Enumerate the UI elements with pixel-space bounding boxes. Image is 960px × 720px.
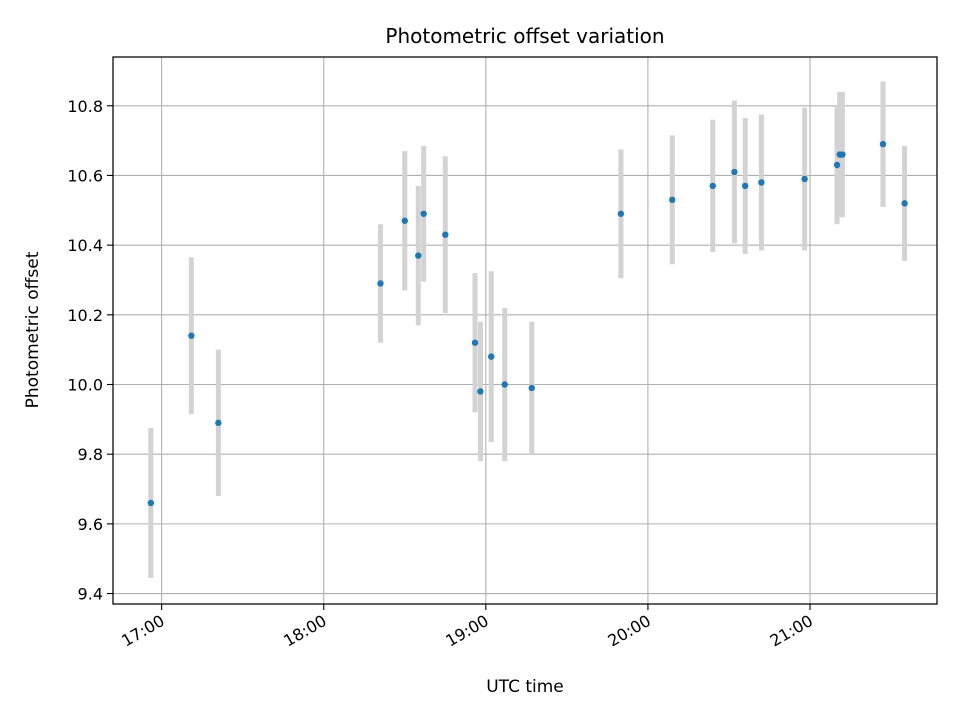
y-tick-label: 9.6	[78, 515, 103, 534]
x-tick-label: 20:00	[604, 611, 653, 651]
error-bars	[148, 81, 908, 578]
data-point	[420, 210, 427, 217]
data-point	[839, 151, 846, 158]
y-tick-label: 9.8	[78, 445, 103, 464]
x-tick-label: 21:00	[767, 611, 816, 651]
data-point	[528, 384, 535, 392]
x-axis-ticks: 17:00 18:00 19:00 20:00 21:00	[118, 604, 816, 651]
data-point	[147, 499, 155, 507]
y-axis-title: Photometric offset	[23, 251, 43, 408]
data-point	[709, 182, 716, 190]
y-tick-label: 10.4	[67, 236, 103, 255]
y-tick-label: 10.2	[67, 306, 103, 325]
x-tick-label: 19:00	[442, 611, 491, 651]
y-tick-label: 9.4	[78, 585, 103, 604]
data-point	[833, 161, 841, 169]
data-point	[501, 381, 508, 388]
data-point	[215, 419, 222, 427]
data-points	[147, 140, 908, 507]
data-point	[669, 196, 676, 204]
data-point	[801, 175, 808, 183]
data-point	[471, 339, 479, 346]
data-point	[731, 168, 738, 176]
data-point	[758, 179, 765, 186]
y-axis-ticks: 9.4 9.6 9.8 10.0 10.2 10.4 10.6 10.8	[67, 97, 113, 604]
data-point	[442, 231, 449, 238]
data-point	[188, 332, 195, 339]
x-tick-label: 18:00	[280, 611, 329, 651]
data-point	[415, 252, 422, 259]
x-axis-title: UTC time	[486, 677, 564, 697]
plot-frame	[112, 56, 938, 605]
data-point	[741, 182, 749, 190]
y-tick-label: 10.8	[67, 97, 103, 116]
y-tick-label: 10.0	[67, 376, 103, 395]
grid	[113, 57, 937, 604]
data-point	[488, 353, 495, 360]
data-point	[879, 140, 887, 148]
data-point	[901, 200, 908, 207]
data-point	[401, 217, 408, 224]
y-tick-label: 10.6	[67, 166, 103, 185]
data-point	[377, 280, 384, 287]
data-point	[477, 388, 484, 395]
data-point	[617, 210, 625, 217]
chart-title: Photometric offset variation	[385, 24, 664, 48]
x-tick-label: 17:00	[118, 611, 167, 651]
